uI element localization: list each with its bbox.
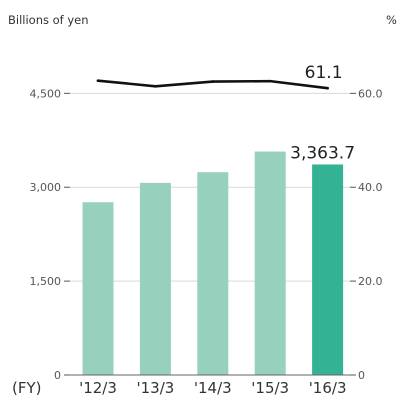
bar-series: 3,363.7 — [82, 143, 355, 375]
right-tick-label: 20.0 — [358, 275, 383, 288]
line-series: 61.1 — [96, 63, 343, 90]
line-point — [268, 79, 272, 83]
line-point — [326, 86, 329, 90]
x-tick-label: '13/3 — [136, 379, 174, 397]
right-tick-label: 60.0 — [358, 87, 383, 100]
bar-data-label: 3,363.7 — [290, 143, 355, 163]
bar — [197, 172, 229, 375]
line-point — [211, 80, 215, 83]
axes: 0 1,500 3,000 4,500 0 20.0 40.0 60.0 '12/3 '13/3 '… — [30, 87, 383, 397]
right-tick-label: 40.0 — [358, 181, 383, 194]
left-axis-title: Billions of yen — [8, 13, 89, 27]
left-tick-label: 1,500 — [30, 275, 62, 288]
bar — [254, 151, 286, 375]
x-tick-label: '16/3 — [309, 379, 347, 397]
line-point — [154, 84, 157, 88]
line-point — [96, 79, 100, 82]
right-axis-title: % — [386, 13, 397, 27]
bar — [312, 164, 344, 375]
x-tick-label: '14/3 — [194, 379, 232, 397]
left-tick-label: 0 — [54, 369, 61, 382]
x-axis-prefix: (FY) — [12, 379, 42, 397]
bar — [82, 202, 114, 375]
x-tick-label: '12/3 — [79, 379, 117, 397]
line-data-label: 61.1 — [305, 63, 343, 83]
x-tick-label: '15/3 — [251, 379, 289, 397]
bar — [139, 182, 171, 375]
left-tick-label: 3,000 — [30, 181, 62, 194]
right-tick-label: 0 — [358, 369, 365, 382]
left-tick-label: 4,500 — [30, 87, 62, 100]
